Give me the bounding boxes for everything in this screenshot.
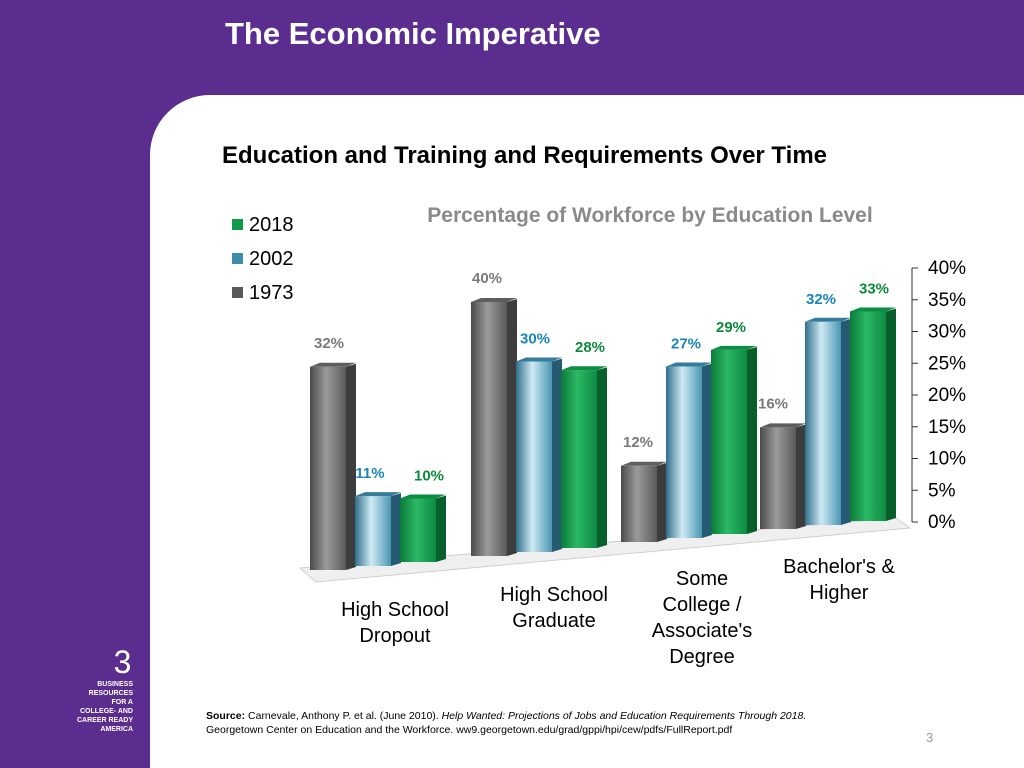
data-label-1973-bachelor-s-higher: 16% xyxy=(758,395,788,412)
data-label-2002-bachelor-s-higher: 32% xyxy=(806,291,836,308)
y-tick-label: 20% xyxy=(928,385,966,406)
legend-label-2002: 2002 xyxy=(249,248,294,270)
data-label-2002-some-college-associate-s-degree: 27% xyxy=(671,336,701,353)
bar-2018-high-school-graduate xyxy=(561,366,607,548)
logo-number: 3 xyxy=(113,644,132,680)
page-number: 3 xyxy=(926,730,934,745)
legend-swatch-1973 xyxy=(232,287,243,298)
bar-2018-high-school-dropout xyxy=(400,494,446,562)
y-tick-label: 15% xyxy=(928,417,966,438)
data-label-1973-high-school-dropout: 32% xyxy=(314,335,344,352)
chart-heading: Education and Training and Requirements … xyxy=(222,142,828,169)
data-label-2002-high-school-dropout: 11% xyxy=(355,465,384,482)
bar-2002-high-school-graduate xyxy=(516,357,562,552)
y-tick-label: 40% xyxy=(928,258,966,279)
bar-1973-bachelor-s-higher xyxy=(760,423,806,529)
data-label-1973-high-school-graduate: 40% xyxy=(472,270,502,287)
bar-2002-bachelor-s-higher xyxy=(805,317,851,525)
logo-text: BUSINESS RESOURCES FOR A COLLEGE- AND CA… xyxy=(76,681,133,733)
category-label-bachelor-s-higher: Bachelor's & Higher xyxy=(783,556,895,604)
legend-swatch-2018 xyxy=(232,219,243,230)
bar-2018-some-college-associate-s-degree xyxy=(711,345,757,534)
legend-swatch-2002 xyxy=(232,253,243,264)
bar-1973-high-school-dropout xyxy=(310,362,356,570)
data-label-1973-some-college-associate-s-degree: 12% xyxy=(623,434,653,451)
legend-label-1973: 1973 xyxy=(249,282,294,304)
y-tick-label: 35% xyxy=(928,290,966,311)
legend-item-2002: 2002 xyxy=(232,248,294,270)
source-label: Source: xyxy=(206,710,246,722)
category-label-high-school-graduate: High School Graduate xyxy=(500,584,608,632)
data-label-2018-some-college-associate-s-degree: 29% xyxy=(716,319,746,336)
bar-2018-bachelor-s-higher xyxy=(850,307,896,521)
bar-2002-some-college-associate-s-degree xyxy=(666,362,712,538)
chart-legend: 2018 2002 1973 xyxy=(232,214,294,304)
y-tick-label: 0% xyxy=(928,512,956,533)
bar-1973-high-school-graduate xyxy=(471,298,517,556)
bar-1973-some-college-associate-s-degree xyxy=(621,461,667,542)
data-label-2018-high-school-graduate: 28% xyxy=(575,339,605,356)
chart-title: Percentage of Workforce by Education Lev… xyxy=(427,204,872,227)
slide-title: The Economic Imperative xyxy=(225,16,601,51)
data-label-2002-high-school-graduate: 30% xyxy=(520,331,550,348)
category-label-high-school-dropout: High School Dropout xyxy=(341,599,449,647)
data-label-2018-high-school-dropout: 10% xyxy=(414,468,444,485)
source-title: Help Wanted: Projections of Jobs and Edu… xyxy=(441,710,807,722)
y-tick-label: 5% xyxy=(928,480,956,501)
legend-item-2018: 2018 xyxy=(232,214,294,236)
legend-item-1973: 1973 xyxy=(232,282,294,304)
y-tick-label: 10% xyxy=(928,449,966,470)
y-tick-label: 25% xyxy=(928,353,966,374)
category-label-some-college-associate-s-degree: Some College / Associate's Degree xyxy=(652,568,753,668)
chart-data-labels: 32% 40% 12% 16% 11% 30% 27% 32% 10% 28% 29% 33% xyxy=(314,270,889,485)
chart-bars xyxy=(310,298,896,570)
source-authors: Carnevale, Anthony P. et al. (June 2010)… xyxy=(248,710,439,722)
source-publisher: Georgetown Center on Education and the W… xyxy=(206,724,733,736)
legend-label-2018: 2018 xyxy=(249,214,294,236)
source-note: Source: Carnevale, Anthony P. et al. (Ju… xyxy=(206,709,926,737)
data-label-2018-bachelor-s-higher: 33% xyxy=(859,280,889,297)
x-axis-categories: High School Dropout High School Graduate Som… xyxy=(341,556,895,668)
y-tick-label: 30% xyxy=(928,322,966,343)
y-axis: 0% 5% 10% 15% 20% 25% 30% 35% 40% xyxy=(911,258,966,533)
bar-2002-high-school-dropout xyxy=(355,492,401,566)
